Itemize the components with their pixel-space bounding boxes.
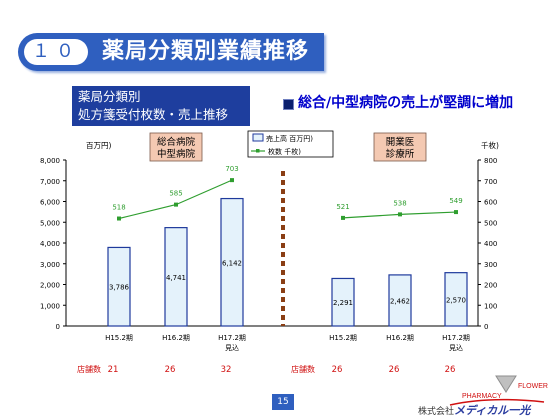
- store-count-label: 店舗数: [291, 364, 315, 374]
- y-tick-label-right: 400: [484, 240, 497, 248]
- line-point-label: 549: [449, 197, 462, 205]
- company-prefix: 株式会社: [418, 407, 455, 417]
- line-point: [174, 202, 178, 207]
- subtitle-line-1: 薬局分類別: [78, 89, 141, 104]
- legend-box: [247, 130, 334, 158]
- line-point: [398, 212, 402, 217]
- store-count-value: 26: [389, 365, 400, 375]
- legend-marker-swatch: [256, 149, 260, 153]
- pharmacy-flower-logo: FLOWER PHARMACY: [449, 375, 548, 406]
- bar-sales: [388, 274, 412, 327]
- line-point-label: 521: [336, 203, 349, 211]
- store-count-label: 店舗数: [77, 364, 101, 374]
- y-tick-label-left: 7,000: [40, 178, 60, 186]
- y-axis-right-label: 千枚): [481, 140, 499, 150]
- subtitle-line-2: 処方箋受付枚数・売上推移: [78, 107, 229, 122]
- legend-label-sales: 売上高 百万円): [266, 134, 313, 143]
- group-name-line: 開業医: [386, 136, 415, 148]
- store-count-value: 26: [445, 365, 456, 375]
- line-point-label: 538: [393, 199, 406, 207]
- y-tick-label-right: 300: [484, 261, 497, 269]
- legend-bar-swatch: [252, 133, 264, 142]
- store-count-value: 21: [108, 365, 119, 375]
- line-point: [117, 216, 121, 221]
- y-tick-label-right: 600: [484, 199, 497, 207]
- bar-sales: [164, 227, 188, 327]
- bullet-icon: [283, 99, 294, 110]
- page-number: 15: [272, 394, 294, 410]
- line-point-label: 585: [169, 190, 182, 198]
- y-tick-label-left: 2,000: [40, 282, 60, 290]
- bar-sales: [444, 272, 468, 327]
- subtitle-box: 薬局分類別 処方箋受付枚数・売上推移: [72, 86, 250, 126]
- bar-sales: [107, 246, 131, 327]
- logo-pharmacy-text: PHARMACY: [462, 393, 502, 400]
- y-tick-label-left: 5,000: [40, 219, 60, 227]
- y-tick-label-left: 3,000: [40, 261, 60, 269]
- x-tick-label: H15.2期: [105, 334, 133, 342]
- bar-value-label: 4,741: [166, 274, 186, 282]
- legend-label-prescriptions: 枚数 千枚): [268, 147, 301, 156]
- line-point-label: 703: [225, 165, 238, 173]
- x-tick-label: 見込: [449, 343, 463, 352]
- company-name: 株式会社メディカル一光: [418, 402, 530, 418]
- store-count-value: 26: [165, 365, 176, 375]
- x-tick-label: 見込: [225, 343, 239, 352]
- logo-flower-text: FLOWER: [518, 383, 548, 390]
- bar-value-label: 2,462: [390, 297, 410, 305]
- group-name-box: [149, 132, 203, 162]
- bar-value-label: 2,291: [333, 299, 353, 307]
- y-tick-label-left: 0: [56, 323, 60, 331]
- y-tick-label-right: 100: [484, 302, 497, 310]
- line-point-label: 518: [112, 204, 125, 212]
- y-tick-label-left: 8,000: [40, 157, 60, 165]
- y-tick-label-left: 4,000: [40, 240, 60, 248]
- x-tick-label: H16.2期: [386, 334, 414, 342]
- group-name-box: [373, 132, 427, 162]
- y-tick-label-left: 6,000: [40, 199, 60, 207]
- slide-title: 薬局分類別業績推移: [102, 39, 310, 64]
- store-count-value: 26: [332, 365, 343, 375]
- y-tick-label-left: 1,000: [40, 302, 60, 310]
- x-tick-label: H15.2期: [329, 334, 357, 342]
- line-point: [454, 210, 458, 215]
- group-name-line: 総合病院: [157, 136, 196, 148]
- x-tick-label: H16.2期: [162, 334, 190, 342]
- logo-swoosh-icon: [449, 398, 545, 406]
- y-tick-label-right: 700: [484, 178, 497, 186]
- group-name-line: 診療所: [386, 148, 415, 160]
- group-name-line: 中型病院: [157, 148, 196, 160]
- slide-number: １０: [24, 39, 88, 65]
- bar-value-label: 3,786: [109, 284, 130, 292]
- y-tick-label-right: 0: [484, 323, 488, 331]
- line-prescriptions: [118, 179, 233, 220]
- line-point: [230, 178, 234, 183]
- flower-triangle-icon: [495, 375, 517, 393]
- bar-value-label: 2,570: [446, 296, 466, 304]
- store-count-value: 32: [221, 365, 232, 375]
- headline: 総合/中型病院の売上が堅調に増加: [298, 95, 514, 111]
- y-tick-label-right: 500: [484, 219, 497, 227]
- y-tick-label-right: 800: [484, 157, 497, 165]
- bar-sales: [331, 277, 355, 327]
- y-tick-label-right: 200: [484, 282, 497, 290]
- x-tick-label: H17.2期: [442, 334, 470, 342]
- company-name-main: メディカル一光: [454, 404, 531, 417]
- y-axis-left-label: 百万円): [86, 141, 111, 150]
- bar-sales: [220, 197, 244, 327]
- bar-value-label: 6,142: [222, 259, 242, 267]
- x-tick-label: H17.2期: [218, 334, 246, 342]
- line-point: [341, 215, 345, 220]
